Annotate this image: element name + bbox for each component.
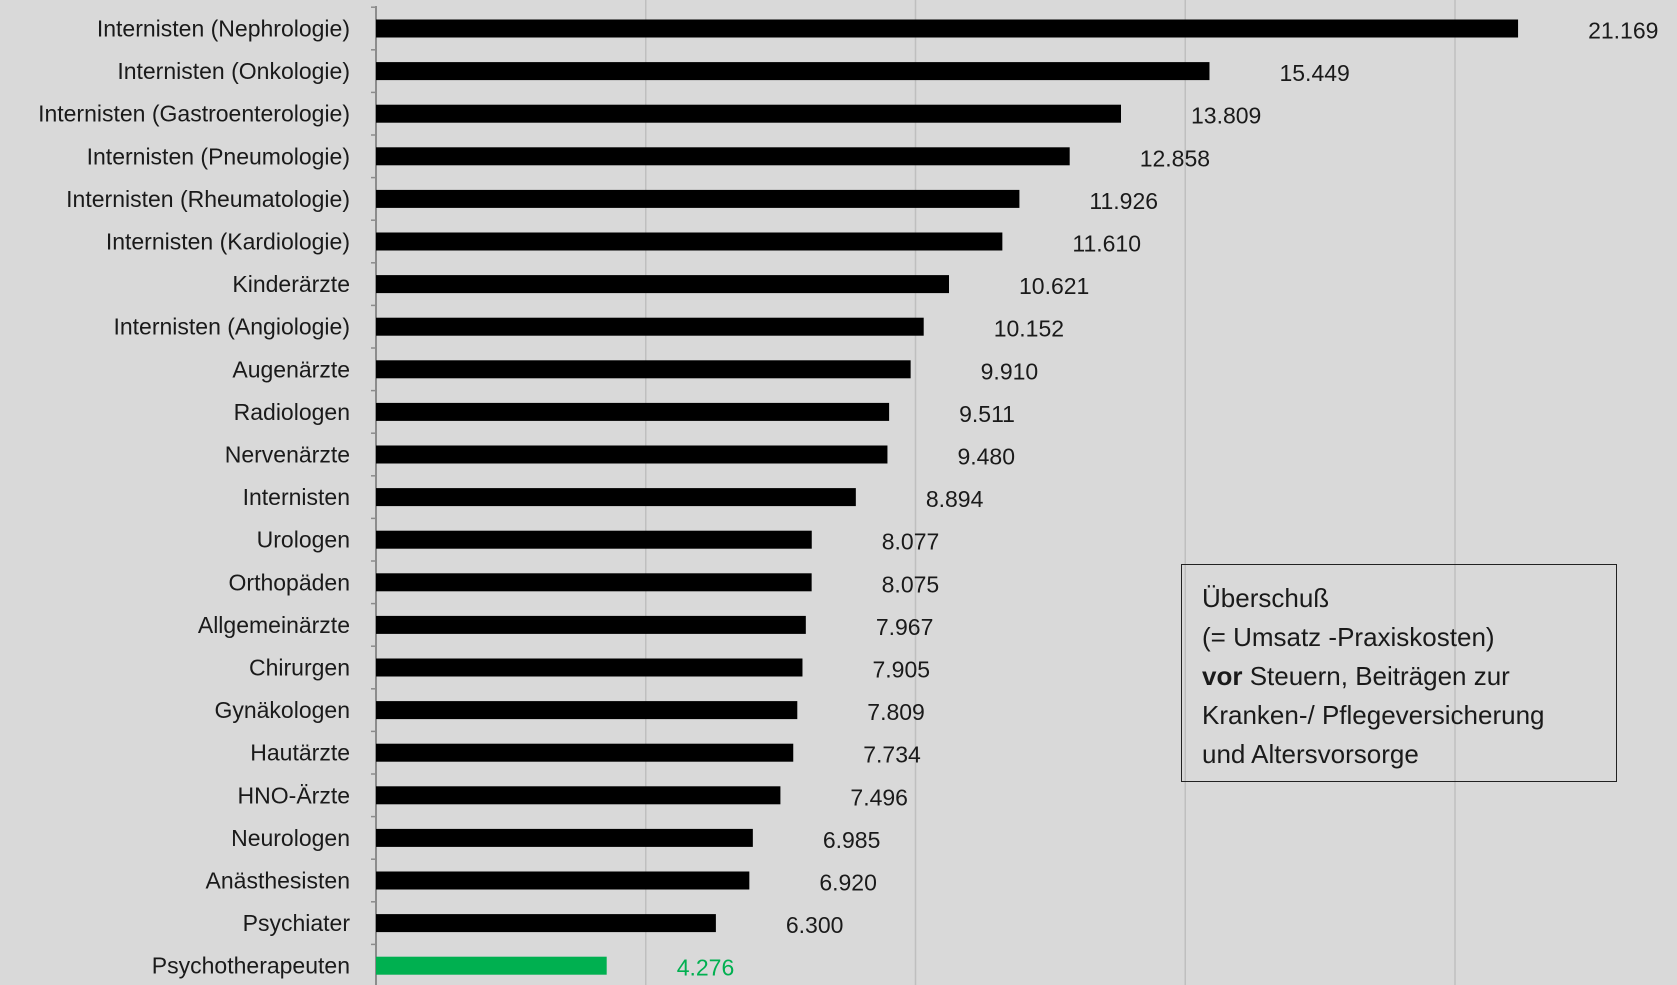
bar <box>376 701 798 720</box>
category-label: Internisten (Pneumologie) <box>87 143 350 169</box>
value-label: 13.809 <box>1191 103 1261 129</box>
value-label: 8.077 <box>882 529 940 555</box>
bar <box>376 62 1210 81</box>
value-label: 7.809 <box>867 699 925 725</box>
bar <box>376 147 1070 166</box>
bars <box>376 19 1519 975</box>
bar <box>376 445 888 464</box>
value-label: 7.905 <box>872 657 930 683</box>
annotation-line-4: Kranken-/ Pflegeversicherung <box>1202 700 1545 730</box>
value-label: 9.910 <box>981 358 1039 384</box>
value-labels: 21.169 15.449 13.809 12.858 11.926 11.610 10.6… <box>677 18 1659 981</box>
bar <box>376 743 794 762</box>
value-label: 21.169 <box>1588 18 1658 44</box>
annotation-bold-word: vor <box>1202 661 1243 691</box>
category-label: Radiologen <box>234 399 350 425</box>
value-label: 15.449 <box>1279 60 1349 86</box>
category-label: Orthopäden <box>229 569 350 595</box>
value-label: 8.075 <box>882 571 940 597</box>
value-label: 10.621 <box>1019 273 1089 299</box>
bar <box>376 232 1003 251</box>
category-label: Augenärzte <box>232 356 350 382</box>
category-label: Urologen <box>257 527 350 553</box>
value-label: 11.610 <box>1072 231 1141 257</box>
category-label: Gynäkologen <box>214 697 350 723</box>
bar <box>376 360 911 379</box>
category-label: Anästhesisten <box>206 868 350 894</box>
value-label: 7.967 <box>876 614 934 640</box>
category-label: HNO-Ärzte <box>238 782 350 808</box>
bar <box>376 317 924 336</box>
bar <box>376 530 812 549</box>
annotation-line-1: Überschuß <box>1202 583 1330 613</box>
value-label: 6.920 <box>819 870 877 896</box>
bar <box>376 828 753 847</box>
value-label: 9.511 <box>959 401 1015 427</box>
category-label: Kinderärzte <box>232 271 350 297</box>
bar <box>376 786 781 805</box>
bar <box>376 19 1519 38</box>
bar <box>376 914 716 933</box>
annotation-box: Überschuß (= Umsatz -Praxiskosten) vor S… <box>1181 564 1617 782</box>
annotation-line-3: vor Steuern, Beiträgen zur <box>1202 657 1616 696</box>
category-label: Internisten <box>243 484 350 510</box>
bar <box>376 402 890 421</box>
annotation-line-3-rest: Steuern, Beiträgen zur <box>1242 661 1510 691</box>
category-label: Psychotherapeuten <box>152 953 350 979</box>
category-label: Internisten (Nephrologie) <box>97 16 350 42</box>
annotation-line-2: (= Umsatz -Praxiskosten) <box>1202 622 1495 652</box>
value-label: 8.894 <box>926 486 984 512</box>
value-label: 6.300 <box>786 912 844 938</box>
value-label: 10.152 <box>994 316 1064 342</box>
category-axis <box>371 6 377 985</box>
bar <box>376 488 856 507</box>
category-label: Internisten (Gastroenterologie) <box>38 101 350 127</box>
value-label: 11.926 <box>1089 188 1158 214</box>
category-label: Internisten (Onkologie) <box>117 58 350 84</box>
bar <box>376 658 803 677</box>
value-label: 12.858 <box>1140 145 1210 171</box>
value-label: 7.734 <box>863 742 921 768</box>
bar <box>376 573 812 592</box>
bar <box>376 956 607 975</box>
bar <box>376 189 1020 208</box>
category-label: Internisten (Kardiologie) <box>106 229 350 255</box>
value-label: 7.496 <box>850 784 908 810</box>
category-label: Internisten (Rheumatologie) <box>66 186 350 212</box>
category-label: Psychiater <box>243 910 351 936</box>
bar <box>376 275 950 294</box>
bar <box>376 104 1121 123</box>
category-label: Chirurgen <box>249 655 350 681</box>
value-label: 9.480 <box>957 444 1015 470</box>
category-label: Internisten (Angiologie) <box>113 314 350 340</box>
category-label: Neurologen <box>231 825 350 851</box>
category-labels: Internisten (Nephrologie) Internisten (On… <box>38 16 350 979</box>
category-label: Hautärzte <box>250 740 350 766</box>
category-label: Nervenärzte <box>225 442 350 468</box>
category-label: Allgemeinärzte <box>198 612 350 638</box>
bar <box>376 615 806 634</box>
value-label: 6.985 <box>823 827 881 853</box>
value-label: 4.276 <box>677 955 735 981</box>
annotation-line-5: und Altersvorsorge <box>1202 739 1419 769</box>
bar <box>376 871 750 890</box>
